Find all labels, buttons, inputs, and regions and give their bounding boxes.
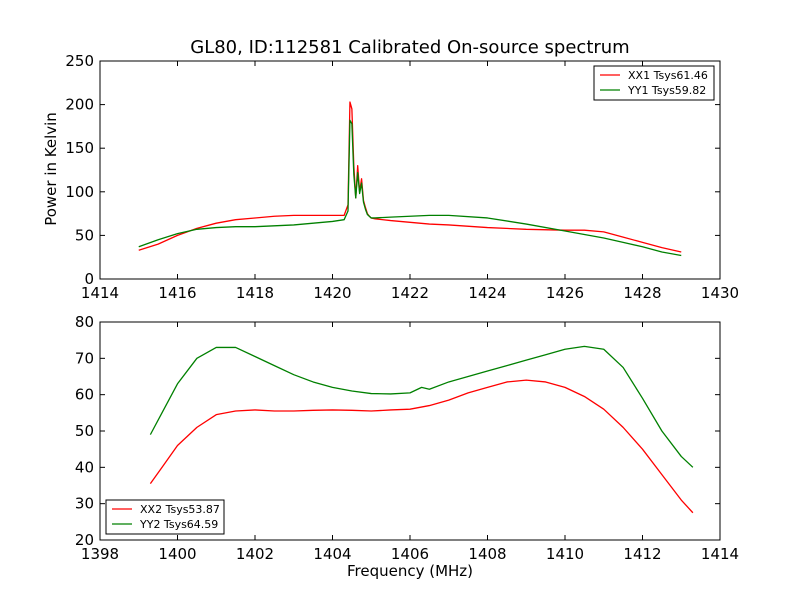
bottom-y-tick-label: 30: [75, 495, 94, 513]
bottom-x-tick-label: 1408: [468, 545, 506, 563]
top-legend-box: [593, 65, 715, 101]
bottom-y-tick-label: 40: [75, 458, 94, 476]
top-y-tick-label: 100: [65, 183, 94, 201]
top-legend-label-xx1: XX1 Tsys61.46: [628, 69, 708, 82]
bottom-x-tick-label: 1406: [391, 545, 429, 563]
top-plot-area: 1414 1416 1418 1420 1422 1424 1426 1428 1430 0 50 1…: [65, 52, 739, 302]
top-x-tick-label: 1420: [313, 284, 351, 302]
bottom-series-line-xx2: [149, 379, 694, 514]
bottom-legend-label-yy2: YY2 Tsys64.59: [139, 518, 218, 531]
top-series-line-yy1: [138, 119, 682, 257]
bottom-legend-label-xx2: XX2 Tsys53.87: [140, 503, 220, 516]
top-x-tick-label: 1422: [391, 284, 429, 302]
bottom-x-tick-label: 1412: [623, 545, 661, 563]
bottom-plot-area: 1398 1400 1402 1404 1406 1408 1410 1412 1414 20 30…: [75, 313, 739, 563]
top-x-tick-label: 1416: [158, 284, 196, 302]
top-x-tick-label: 1426: [546, 284, 584, 302]
top-x-tick-label: 1424: [468, 284, 506, 302]
top-x-tick-label: 1414: [81, 284, 119, 302]
bottom-x-tick-label: 1398: [81, 545, 119, 563]
bottom-x-tick-label: 1402: [236, 545, 274, 563]
bottom-legend: XX2 Tsys53.87 YY2 Tsys64.59: [105, 499, 225, 535]
top-x-tick-label: 1418: [236, 284, 274, 302]
bottom-y-tick-label: 20: [75, 531, 94, 549]
top-y-tick-label: 250: [65, 52, 94, 70]
top-y-tick-label: 150: [65, 139, 94, 157]
top-legend-label-yy1: YY1 Tsys59.82: [627, 84, 706, 97]
bottom-chart: Frequency (MHz) 1398 1400 1402 1404 1406 1408…: [75, 313, 739, 580]
bottom-x-tick-label: 1414: [701, 545, 739, 563]
top-y-tick-label: 0: [84, 270, 94, 288]
bottom-series-line-yy2: [149, 345, 694, 468]
top-series-line-xx1: [138, 101, 682, 253]
top-y-tick-label: 200: [65, 96, 94, 114]
chart-title: GL80, ID:112581 Calibrated On-source spe…: [190, 37, 629, 58]
bottom-y-tick-label: 70: [75, 349, 94, 367]
bottom-x-tick-label: 1400: [158, 545, 196, 563]
y-axis-label: Power in Kelvin: [42, 112, 60, 226]
top-x-tick-label: 1430: [701, 284, 739, 302]
bottom-x-tick-label: 1410: [546, 545, 584, 563]
top-chart: GL80, ID:112581 Calibrated On-source spe…: [42, 37, 739, 302]
top-x-tick-label: 1428: [623, 284, 661, 302]
bottom-y-tick-label: 80: [75, 313, 94, 331]
x-axis-label: Frequency (MHz): [347, 562, 473, 580]
bottom-legend-box: [105, 499, 225, 535]
top-legend: XX1 Tsys61.46 YY1 Tsys59.82: [593, 65, 715, 101]
bottom-x-tick-label: 1404: [313, 545, 351, 563]
top-y-tick-label: 50: [75, 226, 94, 244]
bottom-y-tick-label: 50: [75, 422, 94, 440]
bottom-y-tick-label: 60: [75, 386, 94, 404]
